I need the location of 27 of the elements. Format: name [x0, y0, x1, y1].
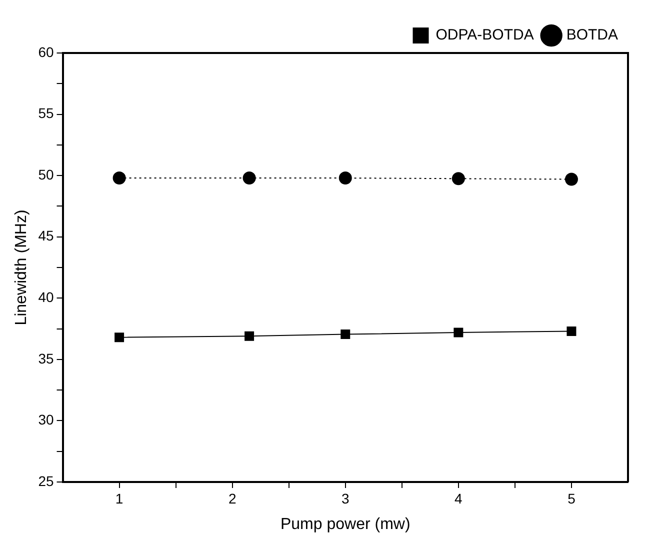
y-tick-label: 50	[38, 166, 54, 182]
x-tick-label: 1	[115, 490, 124, 506]
x-tick-label: 2	[228, 490, 236, 506]
point	[244, 331, 254, 341]
point	[242, 172, 256, 185]
y-tick-label: 55	[38, 105, 54, 122]
x-axis-title: Pump power (mw)	[280, 516, 410, 533]
x-tick-label: 3	[341, 490, 350, 506]
point	[452, 172, 465, 186]
x-tick-label: 4	[454, 490, 463, 506]
point	[564, 172, 578, 186]
y-tick-label: 35	[38, 350, 54, 366]
point	[338, 172, 352, 185]
y-tick-label: 40	[38, 289, 54, 305]
y-tick-label: 25	[38, 472, 54, 489]
legend-label: ODPA-BOTDA	[436, 26, 534, 44]
y-tick-label: 30	[38, 412, 54, 428]
x-tick-label: 5	[568, 490, 576, 506]
y-tick-label: 45	[38, 228, 54, 244]
legend-label: BOTDA	[566, 26, 618, 44]
point	[340, 330, 350, 340]
y-axis-title: Linewidth (MHz)	[13, 210, 30, 326]
point	[112, 172, 126, 185]
y-tick-label: 60	[38, 44, 54, 60]
point	[454, 328, 464, 338]
point	[114, 332, 124, 342]
point	[566, 326, 576, 336]
